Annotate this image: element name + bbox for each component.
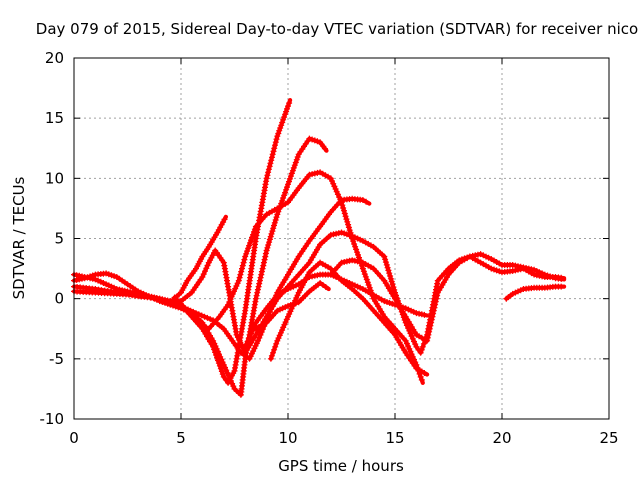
x-axis-label: GPS time / hours (278, 457, 404, 475)
y-tick-label: -10 (40, 410, 65, 428)
series-plus-markers (503, 283, 565, 302)
axis-ticks: 0 5 10 15 20 25 -10 -5 0 5 10 15 20 (40, 49, 619, 447)
x-tick-label: 0 (69, 429, 79, 447)
y-tick-label: -5 (49, 350, 64, 368)
y-tick-label: 10 (45, 169, 64, 187)
gridlines (74, 58, 609, 419)
y-tick-label: 0 (54, 290, 64, 308)
y-tick-label: 15 (45, 109, 64, 127)
y-tick-label: 5 (54, 230, 64, 248)
x-tick-label: 5 (176, 429, 186, 447)
series-satellite-track-10 (327, 251, 567, 344)
x-tick-label: 25 (599, 429, 618, 447)
y-tick-label: 20 (45, 49, 64, 67)
series-plus-markers (327, 251, 565, 344)
x-tick-label: 20 (492, 429, 511, 447)
series-line (71, 230, 567, 355)
x-tick-label: 10 (278, 429, 297, 447)
series-layer (71, 98, 567, 398)
series-plus-markers (267, 259, 428, 376)
x-tick-label: 15 (385, 429, 404, 447)
chart-title: Day 079 of 2015, Sidereal Day-to-day VTE… (36, 20, 638, 38)
series-satellite-track-9 (267, 259, 430, 377)
series-plus-markers (242, 271, 428, 350)
y-axis-label: SDTVAR / TECUs (10, 176, 28, 299)
series-satellite-track-11 (503, 283, 567, 302)
